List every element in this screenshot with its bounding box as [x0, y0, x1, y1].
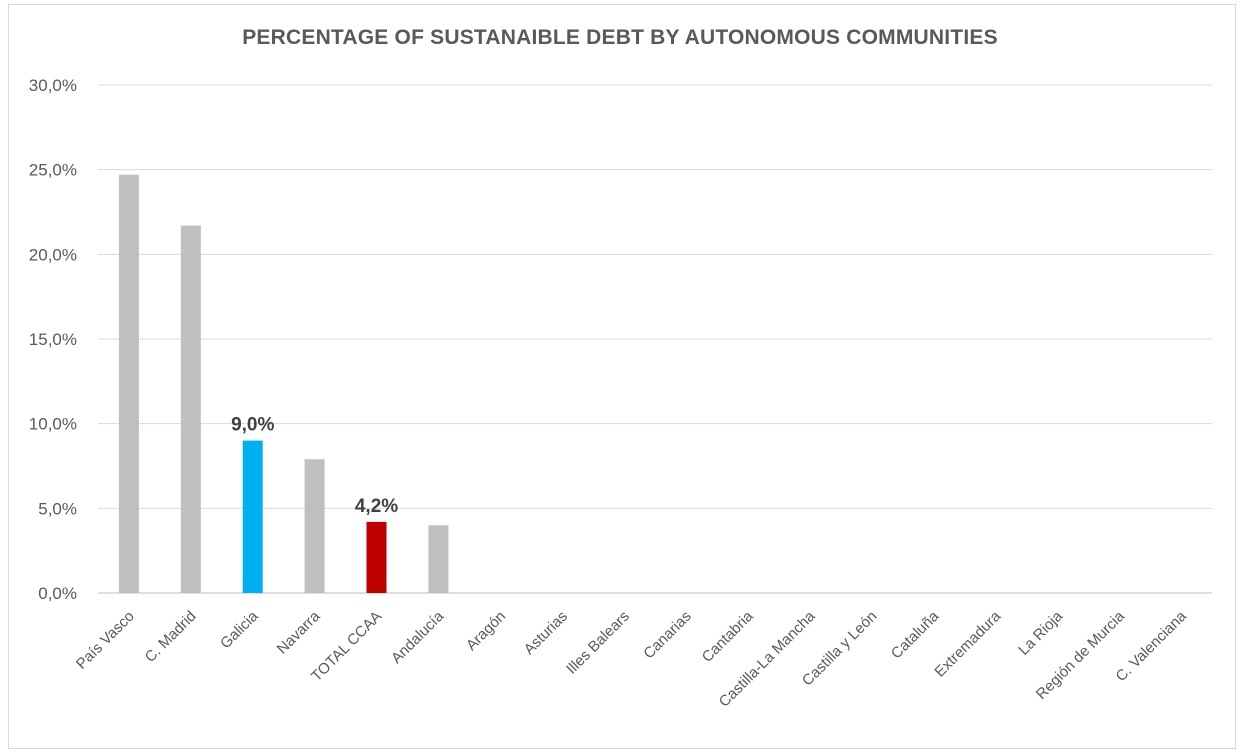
x-tick-label: Navarra — [274, 607, 324, 657]
bar — [180, 225, 201, 593]
bar — [304, 459, 325, 593]
x-tick-label: Cataluña — [888, 607, 943, 662]
data-labels: 9,0% 4,2% — [231, 415, 398, 517]
x-tick-label: Extremadura — [931, 607, 1004, 680]
x-tick-label: Andalucía — [388, 607, 448, 667]
chart-title: PERCENTAGE OF SUSTANAIBLE DEBT BY AUTONO… — [242, 26, 998, 49]
y-tick-label: 20,0% — [29, 245, 77, 264]
y-axis: 0,0% 5,0% 10,0% 15,0% 20,0% 25,0% 30,0% — [29, 76, 77, 603]
x-tick-label: C. Madrid — [142, 608, 200, 666]
x-tick-label: Aragón — [463, 608, 509, 654]
bars — [118, 174, 449, 593]
bar — [118, 174, 139, 593]
x-tick-label: La Rioja — [1015, 607, 1066, 658]
y-tick-label: 5,0% — [38, 499, 77, 518]
y-tick-label: 15,0% — [29, 330, 77, 349]
x-tick-label: Illes Balears — [563, 608, 633, 678]
x-tick-label: Cantabria — [699, 607, 757, 665]
y-tick-label: 0,0% — [38, 584, 77, 603]
y-tick-label: 30,0% — [29, 76, 77, 95]
x-tick-label: Canarias — [640, 608, 694, 662]
bar — [242, 440, 263, 593]
data-label: 4,2% — [355, 496, 398, 517]
chart-frame — [8, 4, 1236, 749]
gridlines — [98, 84, 1212, 594]
x-tick-label: Galicia — [217, 607, 262, 652]
x-tick-label: País Vasco — [73, 608, 138, 673]
bar — [428, 525, 449, 593]
data-label: 9,0% — [231, 415, 274, 436]
bar — [366, 521, 387, 593]
y-tick-label: 10,0% — [29, 415, 77, 434]
y-tick-label: 25,0% — [29, 161, 77, 180]
x-tick-label: Asturias — [521, 608, 571, 658]
